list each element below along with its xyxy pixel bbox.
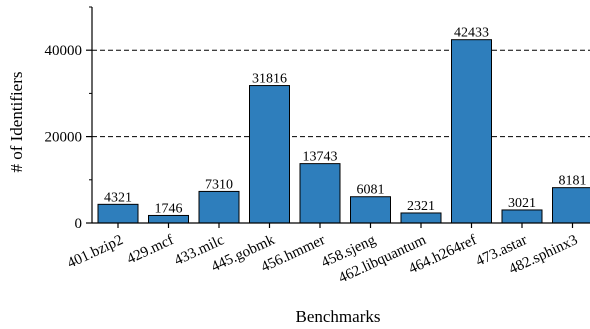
x-tick-label: 429.mcf [124,232,176,267]
y-tick-label: 20000 [45,130,83,146]
x-tick-label: 401.bzip2 [65,232,126,272]
bar-value-label: 7310 [205,177,233,192]
bar [97,203,139,224]
bar-value-label: 6081 [357,183,385,198]
bar-value-label: 8181 [559,174,587,189]
bar-value-label: 3021 [508,196,536,211]
bar [299,163,341,224]
bar [400,212,442,224]
bar-value-label: 13743 [303,150,338,165]
bar-value-label: 1746 [155,201,183,216]
bar [148,214,189,224]
bar [501,209,543,224]
bars [97,39,590,224]
y-axis: 0 20000 40000 [45,6,93,232]
bar-value-label: 2321 [407,199,435,214]
y-tick-label: 40000 [45,43,83,59]
y-axis-label: # of Identifiers [7,71,26,172]
bar-value-label: 31816 [252,72,287,87]
grid-lines [92,49,590,138]
bar-value-label: 4321 [104,190,132,205]
bar [552,187,590,224]
y-tick-label: 0 [75,216,83,232]
x-axis: 401.bzip2429.mcf433.milc445.gobmk456.hmm… [65,222,590,287]
x-axis-label: Benchmarks [296,307,381,326]
bar [451,39,492,224]
bar-value-labels: 4321 1746 7310 31816 13743 6081 2321 42433 3021 8… [104,26,587,217]
bar-value-label: 42433 [454,26,489,41]
bar [350,196,391,224]
bar [198,190,240,224]
bar [249,85,290,224]
